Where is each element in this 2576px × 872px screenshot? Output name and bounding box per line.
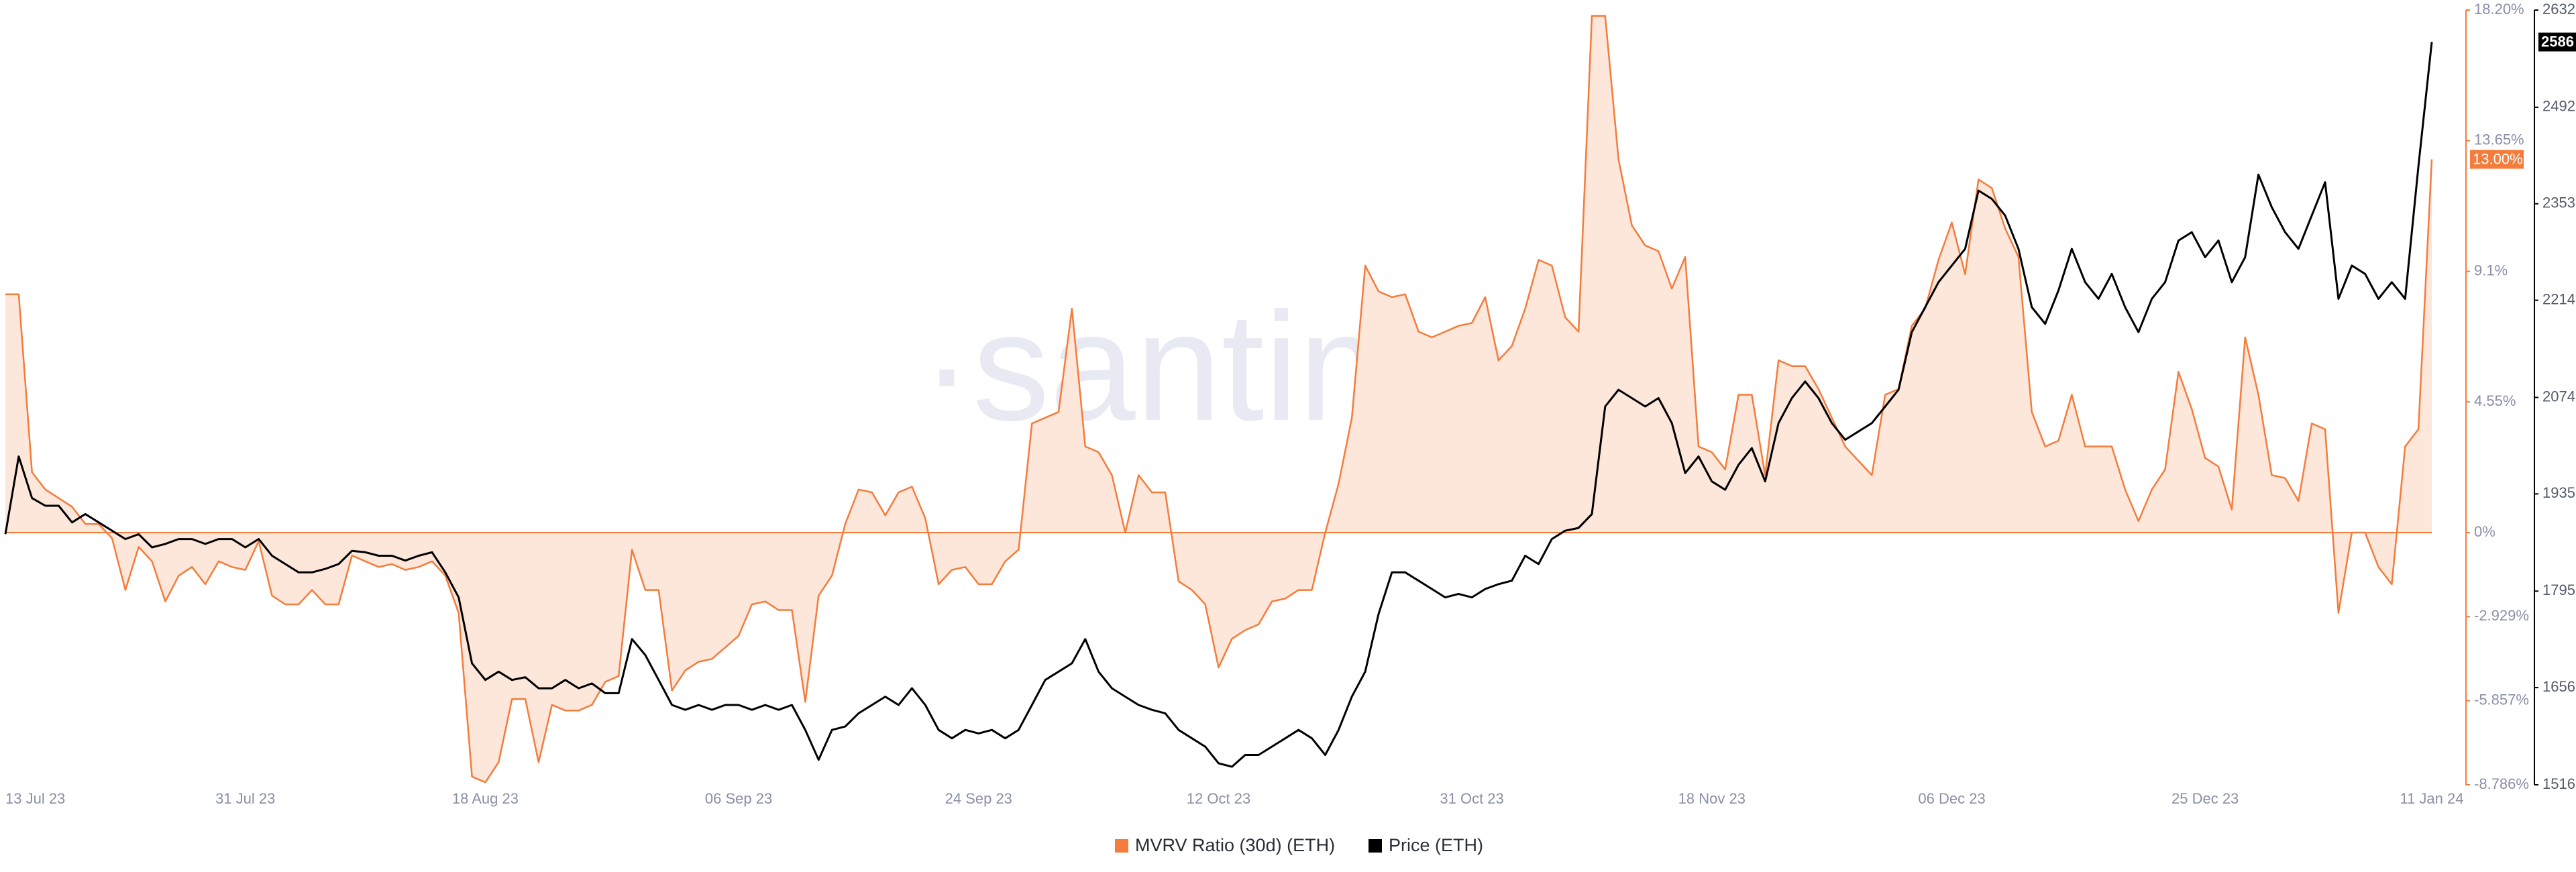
y-tick-label: 1795 — [2542, 582, 2575, 598]
legend: MVRV Ratio (30d) (ETH) Price (ETH) — [1115, 835, 1483, 855]
y-tick-label: 2492 — [2542, 98, 2575, 115]
legend-label: MVRV Ratio (30d) (ETH) — [1135, 835, 1335, 855]
x-tick-label: 18 Aug 23 — [452, 790, 519, 807]
line — [5, 15, 2433, 783]
y2-tick-label: 9.1% — [2474, 262, 2508, 278]
x-tick-label: 31 Oct 23 — [1440, 790, 1503, 807]
y2-tick-label: -2.929% — [2474, 607, 2529, 624]
y-tick-label: 2632 — [2542, 1, 2575, 17]
area — [5, 15, 2432, 783]
x-tick-label: 11 Jan 24 — [2400, 790, 2463, 807]
x-tick-label: 18 Nov 23 — [1678, 790, 1746, 807]
end-label: 2586 — [2541, 33, 2574, 50]
x-tick-label: 06 Dec 23 — [1918, 790, 1985, 807]
y2-tick-label: 13.65% — [2474, 131, 2524, 148]
y2-tick-label: 0% — [2474, 523, 2496, 540]
y2-tick-label: -8.786% — [2474, 775, 2529, 792]
y-tick-label: 1656 — [2542, 678, 2575, 695]
end-badge — [2538, 32, 2576, 52]
legend-swatch — [1368, 839, 1382, 853]
y2-tick-label: -5.857% — [2474, 691, 2529, 708]
y-tick-label: 1516 — [2542, 775, 2575, 792]
y-tick-label: 2214 — [2542, 290, 2575, 307]
x-tick-label: 25 Dec 23 — [2171, 790, 2239, 807]
y-tick-label: 2074 — [2542, 388, 2575, 404]
x-tick-label: 31 Jul 23 — [215, 790, 275, 807]
x-tick-label: 12 Oct 23 — [1187, 790, 1250, 807]
y2-tick-label: 18.20% — [2474, 1, 2524, 17]
legend-swatch — [1115, 839, 1128, 853]
y-tick-label: 1935 — [2542, 484, 2575, 501]
legend-label: Price (ETH) — [1389, 835, 1483, 855]
y-tick-label: 2353 — [2542, 195, 2575, 211]
end-badge — [2470, 150, 2524, 169]
x-tick-label: 06 Sep 23 — [705, 790, 772, 807]
line — [4, 42, 2433, 768]
y2-tick-label: 4.55% — [2474, 392, 2516, 409]
x-tick-label: 13 Jul 23 — [5, 790, 65, 807]
x-tick-label: 24 Sep 23 — [945, 790, 1012, 807]
end-label: 13.00% — [2473, 150, 2523, 167]
